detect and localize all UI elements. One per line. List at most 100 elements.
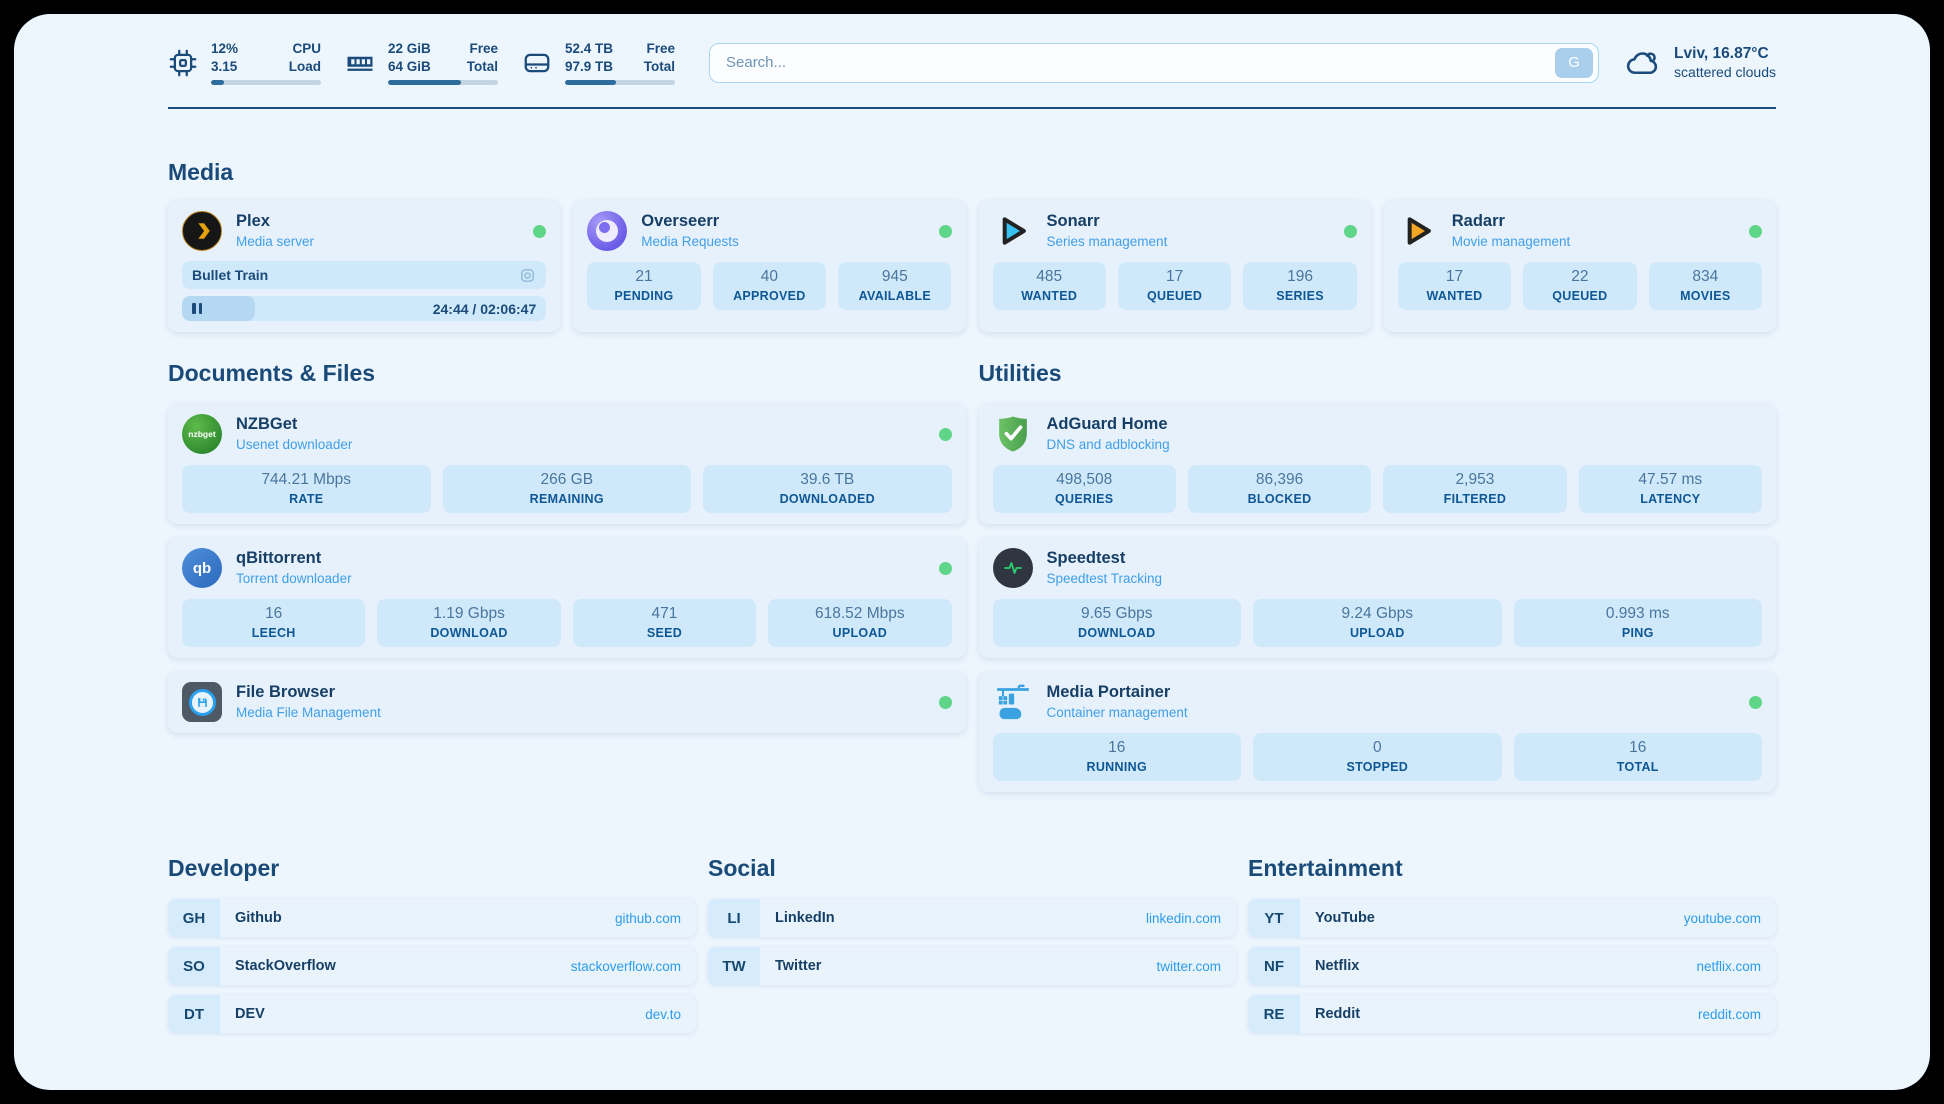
disk-total-value: 97.9 TB: [565, 58, 614, 74]
app-subtitle: Media File Management: [236, 705, 381, 721]
cpu-label: CPU: [292, 41, 321, 56]
stat-box: 9.24 Gbps UPLOAD: [1253, 599, 1502, 648]
link-url[interactable]: twitter.com: [1156, 958, 1221, 974]
app-card-plex[interactable]: Plex Media server Bullet Train: [168, 200, 561, 333]
app-name: Plex: [236, 211, 270, 230]
app-subtitle: DNS and adblocking: [1046, 437, 1170, 453]
stat-box: 16 LEECH: [182, 599, 366, 648]
link-name: StackOverflow: [235, 958, 336, 975]
status-dot: [938, 695, 952, 709]
app-card-adguard[interactable]: AdGuard Home DNS and adblocking 498,508 Q…: [978, 403, 1776, 525]
stat-box: 834 MOVIES: [1648, 262, 1762, 311]
disk-icon: [522, 48, 552, 78]
stat-box: 744.21 Mbps RATE: [182, 465, 431, 514]
link-url[interactable]: stackoverflow.com: [570, 958, 681, 974]
app-card-radarr[interactable]: Radarr Movie management 17 WANTED 22 QUEUE…: [1383, 200, 1776, 333]
app-subtitle: Speedtest Tracking: [1046, 571, 1163, 587]
link-row-reddit[interactable]: RE Reddit reddit.com: [1248, 995, 1776, 1034]
search-input[interactable]: [726, 54, 1556, 72]
link-row-youtube[interactable]: YT YouTube youtube.com: [1248, 899, 1776, 938]
now-playing-row: Bullet Train: [182, 261, 547, 290]
disk-monitor: 52.4 TB Free 97.9 TB Total: [522, 40, 675, 86]
weather-widget: Lviv, 16.87°C scattered clouds: [1625, 45, 1776, 81]
topbar-divider: [168, 107, 1776, 110]
link-url[interactable]: dev.to: [645, 1006, 681, 1022]
app-name: Radarr: [1451, 211, 1505, 230]
qbittorrent-icon: qb: [182, 548, 222, 589]
stat-box: 9.65 Gbps DOWNLOAD: [992, 599, 1241, 648]
app-card-speedtest[interactable]: Speedtest Speedtest Tracking 9.65 Gbps DO…: [978, 537, 1776, 659]
link-row-twitter[interactable]: TW Twitter twitter.com: [708, 947, 1236, 986]
link-url[interactable]: github.com: [614, 910, 681, 926]
weather-location-temp: Lviv, 16.87°C: [1674, 45, 1769, 63]
link-abbr: SO: [168, 947, 220, 986]
link-url[interactable]: youtube.com: [1683, 910, 1761, 926]
search-engine-button[interactable]: G: [1555, 47, 1594, 78]
overseerr-icon: [587, 211, 628, 252]
developer-heading: Developer: [168, 855, 280, 882]
cpu-load-value: 3.15: [211, 58, 238, 74]
link-row-github[interactable]: GH Github github.com: [168, 899, 696, 938]
media-heading: Media: [168, 159, 234, 186]
link-abbr: YT: [1248, 899, 1300, 938]
status-dot: [1343, 224, 1357, 238]
disk-free-label: Free: [646, 41, 675, 56]
stat-box: 945 AVAILABLE: [838, 262, 952, 311]
app-name: NZBGet: [236, 414, 298, 433]
app-subtitle: Container management: [1046, 705, 1188, 721]
stat-box: 17 QUEUED: [1117, 262, 1232, 311]
ram-icon: [345, 48, 375, 78]
pause-icon[interactable]: [192, 303, 202, 315]
link-name: Reddit: [1315, 1006, 1361, 1023]
link-row-linkedin[interactable]: LI LinkedIn linkedin.com: [708, 899, 1236, 938]
search-bar: G: [709, 42, 1600, 83]
link-name: Twitter: [775, 958, 822, 975]
link-url[interactable]: linkedin.com: [1145, 910, 1221, 926]
link-abbr: DT: [168, 995, 220, 1034]
app-subtitle: Movie management: [1451, 234, 1571, 250]
stat-box: 485 WANTED: [992, 262, 1106, 311]
stat-box: 1.19 Gbps DOWNLOAD: [377, 599, 561, 648]
stat-box: 618.52 Mbps UPLOAD: [768, 599, 952, 648]
link-name: DEV: [235, 1006, 265, 1023]
link-row-stackoverflow[interactable]: SO StackOverflow stackoverflow.com: [168, 947, 696, 986]
app-name: Speedtest: [1046, 548, 1126, 567]
cpu-progress-track: [211, 80, 321, 86]
cloud-icon: [1625, 45, 1661, 81]
utilities-heading: Utilities: [978, 360, 1062, 387]
now-playing-title: Bullet Train: [192, 267, 269, 284]
link-url[interactable]: reddit.com: [1697, 1006, 1761, 1022]
link-row-dev[interactable]: DT DEV dev.to: [168, 995, 696, 1034]
link-name: Github: [235, 910, 282, 927]
app-card-overseerr[interactable]: Overseerr Media Requests 21 PENDING 40 APP…: [573, 200, 966, 333]
app-card-qbittorrent[interactable]: qb qBittorrent Torrent downloader 16 LEEC…: [168, 537, 966, 659]
stat-box: 47.57 ms LATENCY: [1578, 465, 1762, 514]
cpu-usage: 12%: [211, 41, 239, 56]
ram-total-value: 64 GiB: [388, 58, 431, 74]
playback-time: 24:44 / 02:06:47: [432, 300, 537, 317]
app-subtitle: Torrent downloader: [236, 571, 352, 587]
video-disc-icon: [519, 267, 536, 284]
weather-condition: scattered clouds: [1674, 64, 1776, 81]
app-card-filebrowser[interactable]: File Browser Media File Management: [168, 671, 966, 734]
link-abbr: GH: [168, 899, 220, 938]
app-name: qBittorrent: [236, 548, 322, 567]
stat-box: 0.993 ms PING: [1513, 599, 1762, 648]
app-card-portainer[interactable]: Media Portainer Container management 16 R…: [978, 671, 1776, 793]
stat-box: 16 TOTAL: [1513, 733, 1762, 782]
speedtest-icon: [992, 548, 1033, 589]
link-url[interactable]: netflix.com: [1696, 958, 1761, 974]
stat-box: 17 WANTED: [1397, 262, 1512, 311]
app-card-nzbget[interactable]: nzbget NZBGet Usenet downloader 744.21 M…: [168, 403, 966, 525]
link-row-netflix[interactable]: NF Netflix netflix.com: [1248, 947, 1776, 986]
top-bar: 12% CPU 3.15 Load 22 GiB Free 64 GiB Total: [168, 14, 1776, 86]
stat-box: 40 APPROVED: [712, 262, 827, 311]
ram-monitor: 22 GiB Free 64 GiB Total: [345, 40, 498, 86]
app-card-sonarr[interactable]: Sonarr Series management 485 WANTED 17 QUE…: [978, 200, 1371, 333]
dashboard-panel: 12% CPU 3.15 Load 22 GiB Free 64 GiB Total: [14, 14, 1930, 1090]
disk-progress-track: [565, 80, 675, 86]
app-name: AdGuard Home: [1046, 414, 1168, 433]
portainer-icon: [993, 682, 1033, 722]
radarr-icon: [1398, 211, 1438, 251]
nzbget-icon: nzbget: [182, 414, 222, 455]
